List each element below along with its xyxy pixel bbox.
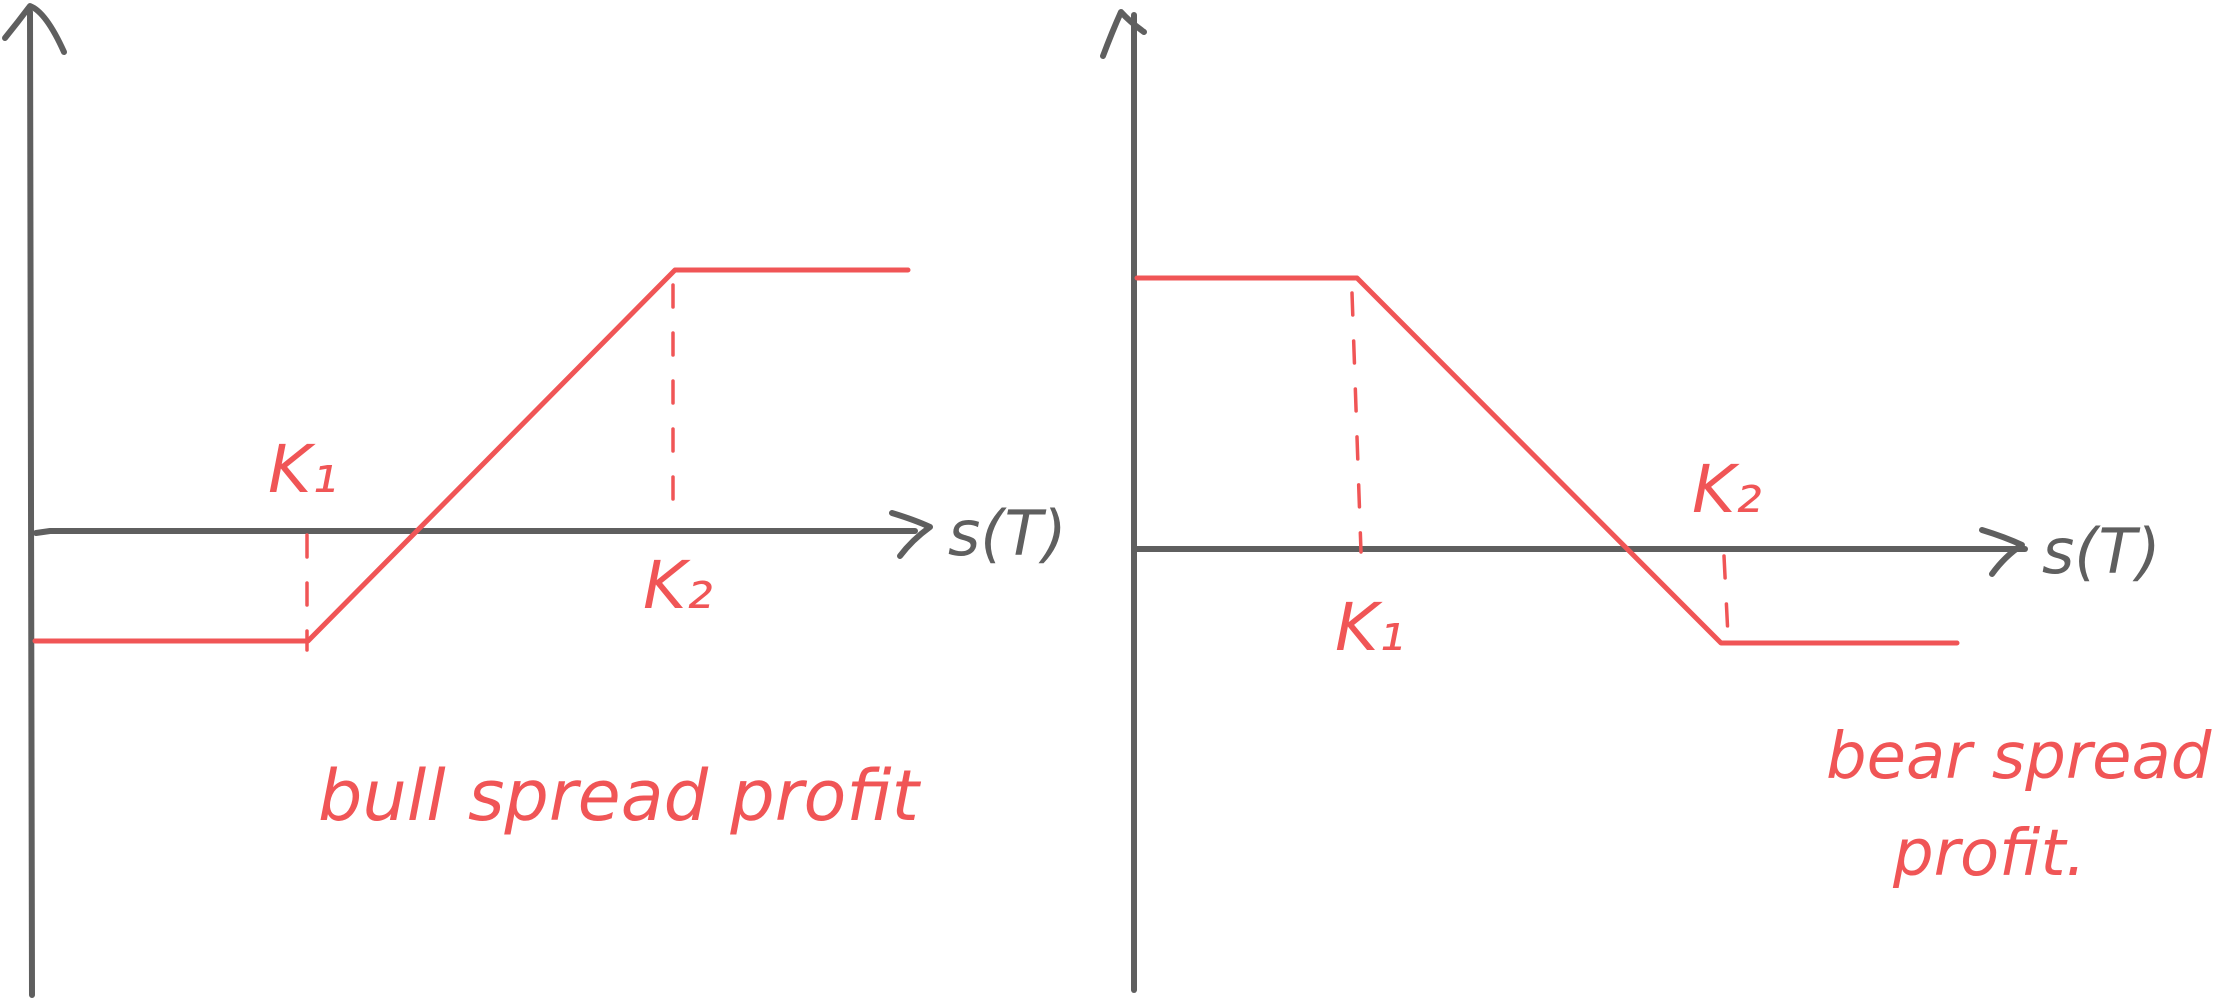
right-k1-label: K₁ [1335, 589, 1405, 666]
left-k2-label: K₂ [643, 547, 713, 624]
bear-spread-caption-line1: bear spread [1826, 720, 2212, 794]
bear-spread-caption-line2: profit. [1892, 817, 2086, 891]
left-x-axis-arrowhead [889, 510, 933, 559]
left-x-axis-label: s(T) [948, 497, 1067, 570]
right-k2-label: K₂ [1692, 451, 1762, 528]
bull-spread-caption: bull spread profit [318, 755, 922, 837]
bear-payoff-line [1134, 275, 1960, 646]
bull-payoff-line [32, 267, 911, 644]
left-y-axis [27, 9, 35, 998]
right-x-axis-arrowhead [1979, 527, 2025, 577]
left-y-axis-arrowhead [2, 3, 67, 55]
left-x-axis [33, 528, 918, 536]
right-x-axis-label: s(T) [2042, 515, 2161, 588]
bear-spread-diagram: K₁ K₂ s(T) bear spread profit. [1100, 9, 2212, 993]
right-y-axis-arrowhead [1100, 9, 1147, 59]
right-k1-dashed-guide [1350, 291, 1363, 554]
bull-spread-diagram: K₁ K₂ s(T) bull spread profit [2, 3, 1067, 998]
left-k1-label: K₁ [268, 431, 338, 508]
right-k2-dashed-guide [1722, 554, 1730, 638]
